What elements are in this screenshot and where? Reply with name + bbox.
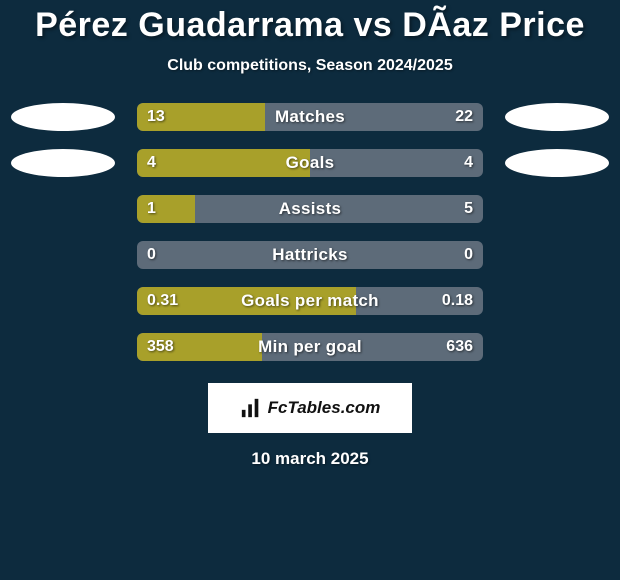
badge-placeholder — [505, 241, 609, 269]
date-text: 10 march 2025 — [0, 449, 620, 469]
stat-row: 15Assists — [0, 195, 620, 223]
stat-label: Hattricks — [137, 241, 483, 269]
badge-placeholder — [505, 195, 609, 223]
team-badge-left — [11, 103, 115, 131]
stat-row: 0.310.18Goals per match — [0, 287, 620, 315]
stat-label: Matches — [137, 103, 483, 131]
page-title: Pérez Guadarrama vs DÃ­az Price — [0, 0, 620, 45]
stat-label: Goals — [137, 149, 483, 177]
stat-bar: 0.310.18Goals per match — [137, 287, 483, 315]
badge-placeholder — [505, 287, 609, 315]
badge-placeholder — [505, 333, 609, 361]
logo-box: FcTables.com — [208, 383, 412, 433]
stat-row: 358636Min per goal — [0, 333, 620, 361]
stat-bar: 44Goals — [137, 149, 483, 177]
stat-label: Assists — [137, 195, 483, 223]
stat-row: 44Goals — [0, 149, 620, 177]
stat-bar: 358636Min per goal — [137, 333, 483, 361]
team-badge-right — [505, 103, 609, 131]
subtitle: Club competitions, Season 2024/2025 — [0, 57, 620, 75]
badge-placeholder — [11, 195, 115, 223]
stat-label: Goals per match — [137, 287, 483, 315]
badge-placeholder — [11, 287, 115, 315]
bar-chart-icon — [240, 397, 262, 419]
team-badge-left — [11, 149, 115, 177]
stat-row: 00Hattricks — [0, 241, 620, 269]
logo-text: FcTables.com — [268, 398, 381, 418]
badge-placeholder — [11, 333, 115, 361]
stats-container: 1322Matches 44Goals 15Assists 00Hattricks 0.… — [0, 103, 620, 361]
stat-bar: 1322Matches — [137, 103, 483, 131]
team-badge-right — [505, 149, 609, 177]
badge-placeholder — [11, 241, 115, 269]
stat-label: Min per goal — [137, 333, 483, 361]
stat-bar: 15Assists — [137, 195, 483, 223]
stat-bar: 00Hattricks — [137, 241, 483, 269]
stat-row: 1322Matches — [0, 103, 620, 131]
